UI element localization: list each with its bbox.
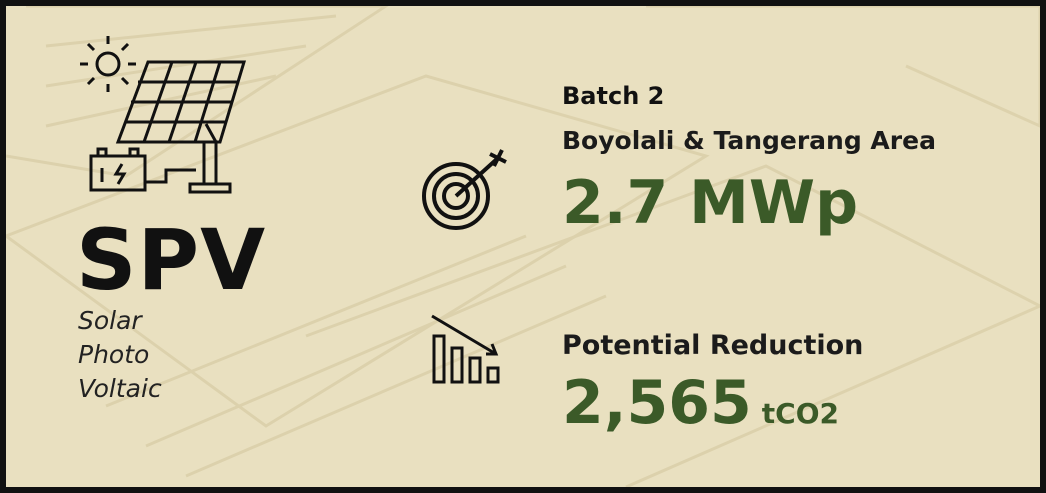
battery-icon: [91, 149, 196, 190]
spv-line: Photo: [78, 340, 149, 369]
reduction-unit: tCO2: [762, 397, 839, 430]
spv-title: SPV: [76, 211, 266, 309]
reduction-value: 2,565: [562, 368, 752, 438]
sun-icon: [80, 36, 136, 92]
reduction-row: 2,565 tCO2: [562, 368, 839, 438]
spv-line: Voltaic: [78, 374, 162, 403]
spv-line: Solar: [78, 306, 142, 335]
reduction-label: Potential Reduction: [562, 330, 863, 361]
trend-down-icon: [432, 316, 498, 382]
area-label: Boyolali & Tangerang Area: [562, 126, 936, 155]
infographic-card: SPV Solar Photo Voltaic Batch 2 Boyolali…: [0, 0, 1046, 493]
solar-panel-icon: [118, 62, 244, 192]
capacity-value: 2.7 MWp: [562, 168, 858, 238]
batch-label: Batch 2: [562, 82, 664, 110]
target-icon: [424, 150, 506, 228]
